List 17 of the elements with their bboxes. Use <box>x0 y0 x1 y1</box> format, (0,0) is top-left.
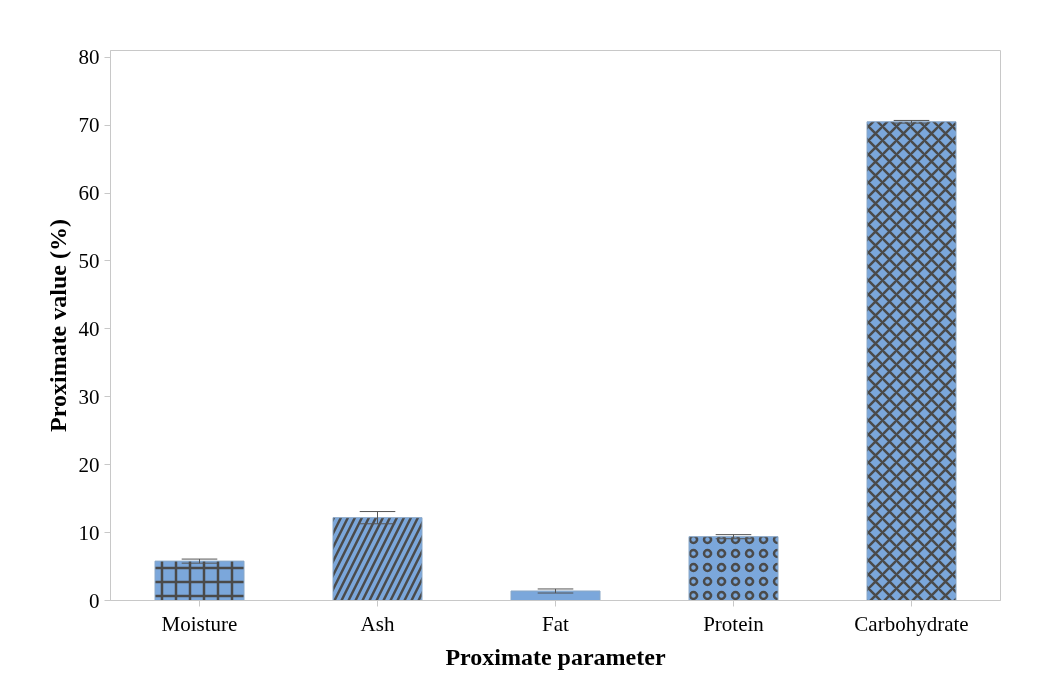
x-tick-label: Carbohydrate <box>854 611 969 636</box>
y-tick-label: 70 <box>78 113 100 138</box>
y-tick-label: 20 <box>78 452 100 477</box>
x-tick-label: Protein <box>703 611 765 636</box>
y-tick-label: 0 <box>89 588 100 613</box>
x-axis-title: Proximate parameter <box>445 643 666 670</box>
bar <box>510 590 601 601</box>
x-tick-label: Ash <box>360 611 395 636</box>
y-tick-label: 30 <box>78 384 100 409</box>
y-tick-label: 50 <box>78 248 100 273</box>
y-tick-label: 60 <box>78 181 100 206</box>
y-tick-label: 80 <box>78 45 100 70</box>
y-tick-label: 40 <box>78 316 100 341</box>
x-tick-label: Moisture <box>161 611 238 636</box>
y-tick-label: 10 <box>78 520 100 545</box>
x-tick-label: Fat <box>542 611 570 636</box>
y-axis-title: Proximate value (%) <box>44 219 71 432</box>
